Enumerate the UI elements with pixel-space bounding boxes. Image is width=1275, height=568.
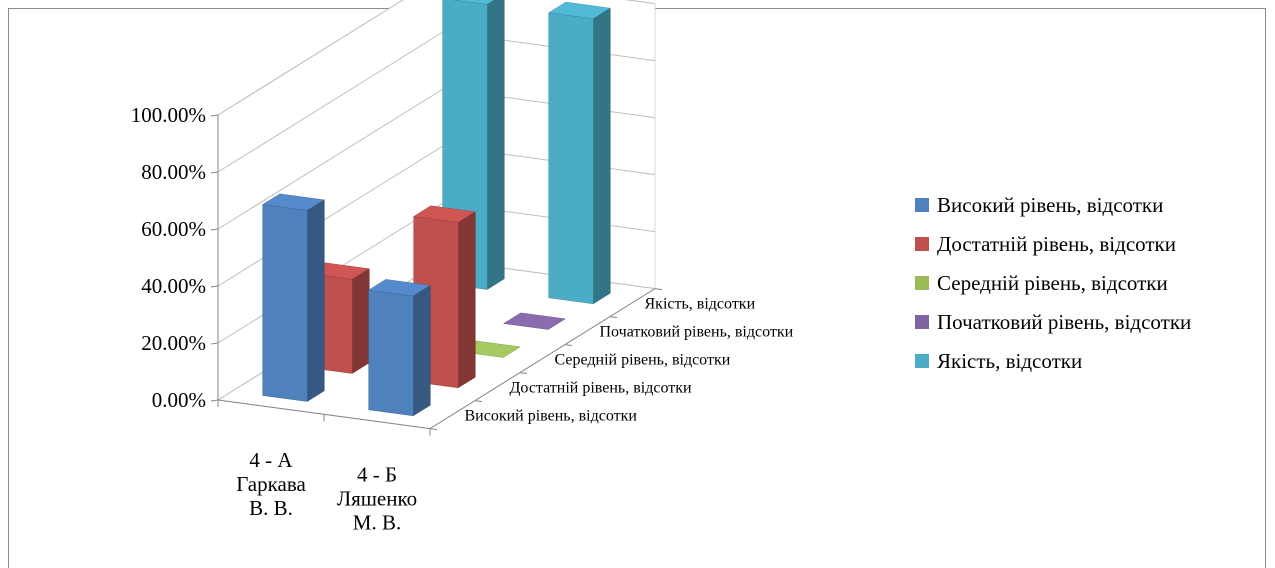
bar (367, 279, 432, 417)
y-tick-label: 20.00% (141, 331, 206, 355)
depth-axis (429, 288, 656, 430)
legend-label: Початковий рівень, відсотки (937, 310, 1192, 334)
depth-tick (609, 316, 618, 319)
depth-axis-labels: Високий рівень, відсотки Достатній рівень… (465, 296, 794, 425)
bars (261, 0, 612, 417)
bar-side (486, 0, 505, 290)
legend-swatch (915, 237, 929, 251)
bar (261, 193, 326, 402)
bar-front (548, 12, 594, 305)
category-label: 4 - Б Ляшенко М. В. (337, 462, 417, 534)
legend-swatch (915, 315, 929, 329)
category-label-line: 4 - Б (357, 462, 397, 486)
y-tick (210, 228, 219, 231)
category-labels: 4 - А Гаркава В. В. 4 - Б Ляшенко М. В. (236, 448, 417, 534)
category-label-line: Гаркава (236, 472, 306, 496)
legend-swatch (915, 354, 929, 368)
legend-item: Початковий рівень, відсотки (915, 307, 1265, 337)
legend-item: Високий рівень, відсотки (915, 190, 1265, 220)
depth-tick (654, 288, 663, 291)
category-label-line: В. В. (249, 496, 293, 520)
legend-label: Середній рівень, відсотки (937, 271, 1168, 295)
y-tick (210, 342, 219, 345)
depth-label: Достатній рівень, відсотки (510, 380, 693, 397)
bar (502, 312, 567, 330)
bar (547, 1, 612, 305)
bar-front (262, 204, 308, 402)
y-tick-label: 80.00% (141, 160, 206, 184)
y-tick-label: 40.00% (141, 274, 206, 298)
depth-label: Початковий рівень, відсотки (600, 324, 794, 341)
legend-item: Достатній рівень, відсотки (915, 229, 1265, 259)
y-tick (210, 171, 219, 174)
category-label-line: Ляшенко (337, 486, 417, 510)
bar-side (592, 7, 611, 305)
depth-label: Середній рівень, відсотки (555, 352, 731, 369)
legend-item: Середній рівень, відсотки (915, 268, 1265, 298)
y-tick (210, 285, 219, 288)
legend-label: Достатній рівень, відсотки (937, 232, 1176, 256)
depth-tick (429, 428, 438, 431)
legend-swatch (915, 198, 929, 212)
category-label: 4 - А Гаркава В. В. (236, 448, 306, 520)
y-tick (210, 399, 219, 402)
legend-item: Якість, відсотки (915, 346, 1265, 376)
depth-tick (564, 344, 573, 347)
chart-3d-columns: 0.00% 20.00% 40.00% 60.00% 80.00% 100.00% Вис… (131, 0, 794, 534)
depth-tick (519, 372, 528, 375)
y-tick-label: 0.00% (152, 388, 206, 412)
legend-label: Якість, відсотки (937, 349, 1083, 373)
depth-label: Якість, відсотки (645, 296, 756, 313)
legend-label: Високий рівень, відсотки (937, 193, 1164, 217)
legend-swatch (915, 276, 929, 290)
bar-side (457, 211, 476, 389)
axes (210, 114, 663, 436)
bar-side (351, 268, 370, 374)
y-tick-label: 60.00% (141, 217, 206, 241)
y-tick-label: 100.00% (131, 103, 206, 127)
bar-side (306, 199, 325, 402)
y-tick (210, 114, 219, 117)
category-label-line: 4 - А (249, 448, 293, 472)
category-label-line: М. В. (353, 510, 401, 534)
bar-side (412, 285, 431, 417)
bar-top (502, 312, 567, 330)
legend: Високий рівень, відсотки Достатній рівень… (915, 190, 1265, 385)
bar-front (368, 289, 414, 417)
depth-tick (474, 400, 483, 403)
depth-label: Високий рівень, відсотки (465, 408, 638, 425)
gridline (217, 0, 656, 116)
y-tick-labels: 0.00% 20.00% 40.00% 60.00% 80.00% 100.00% (131, 103, 206, 412)
